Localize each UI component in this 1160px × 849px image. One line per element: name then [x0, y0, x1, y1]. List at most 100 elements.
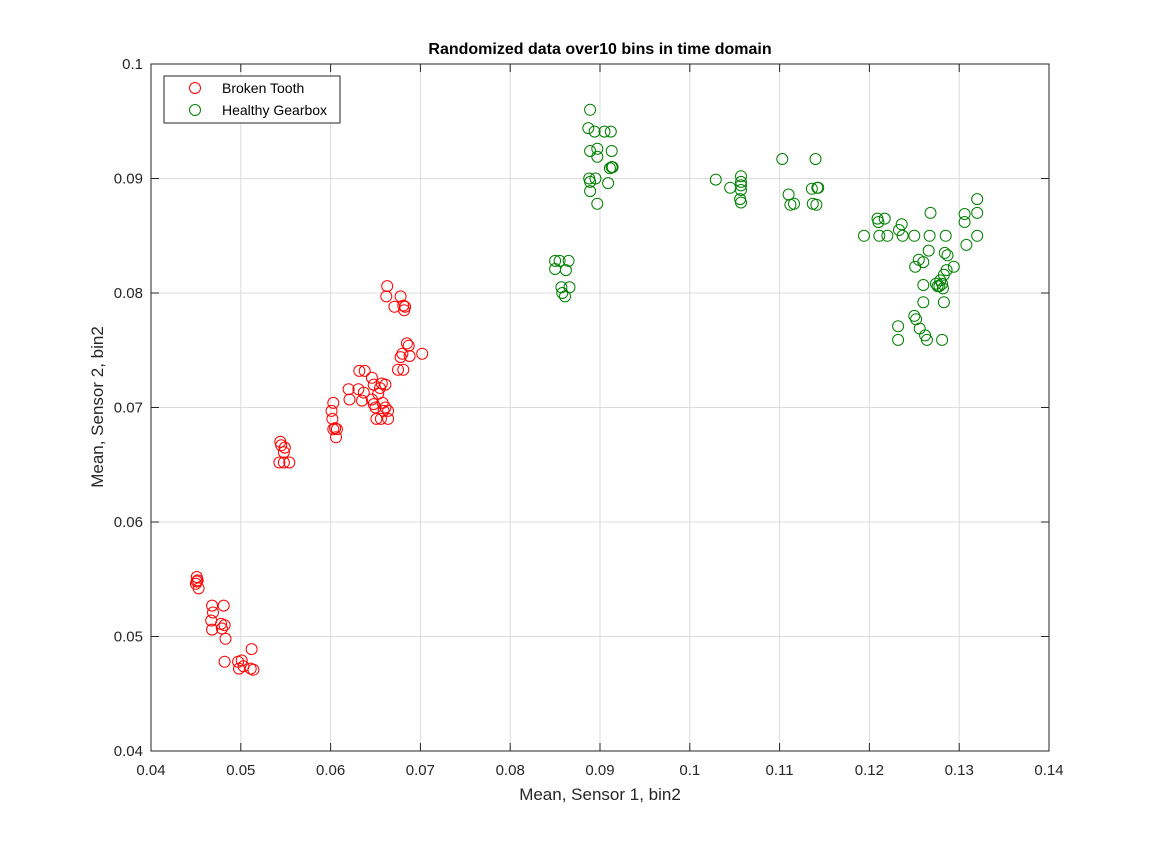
data-point	[392, 363, 404, 376]
data-point	[917, 279, 930, 291]
data-point	[735, 175, 747, 188]
data-point	[922, 244, 935, 257]
x-tick-label: 0.07	[406, 762, 435, 779]
data-point	[920, 333, 933, 346]
data-point	[278, 441, 291, 454]
data-point	[327, 396, 340, 409]
data-point	[190, 575, 203, 588]
grid	[151, 64, 1049, 751]
data-point	[380, 290, 393, 303]
data-point	[559, 264, 572, 277]
data-point	[947, 260, 960, 273]
data-point	[591, 150, 604, 163]
data-point	[588, 125, 601, 138]
data-point	[326, 412, 339, 425]
data-point	[358, 364, 371, 377]
data-point	[938, 246, 951, 259]
data-point	[207, 606, 219, 619]
data-point	[582, 122, 595, 135]
legend-marker-broken-tooth	[189, 82, 201, 94]
legend: Broken Tooth Healthy Gearbox	[163, 75, 341, 124]
data-point	[394, 290, 407, 303]
data-point	[937, 282, 949, 295]
data-point	[563, 281, 576, 294]
data-point	[399, 300, 412, 313]
data-point	[379, 378, 392, 391]
data-point	[397, 363, 410, 376]
data-point	[591, 142, 604, 155]
data-point	[895, 218, 908, 231]
y-axis-label: Mean, Sensor 2, bin2	[88, 326, 107, 488]
data-point	[776, 153, 789, 165]
data-point	[936, 333, 949, 346]
data-point	[584, 185, 597, 198]
data-point	[971, 206, 984, 219]
x-tick-label: 0.13	[945, 762, 974, 779]
data-point	[810, 198, 823, 211]
data-point	[896, 229, 909, 242]
data-point	[327, 423, 340, 436]
data-point	[374, 412, 387, 425]
data-point	[923, 229, 936, 242]
data-point	[805, 182, 818, 195]
data-point	[382, 404, 395, 417]
y-tick-label: 0.07	[114, 400, 143, 417]
data-point	[562, 254, 575, 267]
y-tick-label: 0.1	[122, 56, 143, 73]
data-point	[602, 177, 615, 190]
data-point	[235, 654, 248, 667]
data-point	[606, 161, 619, 174]
data-point	[858, 229, 870, 242]
data-point	[788, 197, 800, 210]
data-point	[917, 256, 930, 269]
data-point	[357, 386, 370, 399]
data-point	[245, 643, 258, 656]
x-tick-label: 0.09	[585, 762, 614, 779]
data-point	[342, 383, 355, 396]
data-point	[549, 254, 562, 267]
legend-label-healthy-gearbox: Healthy Gearbox	[222, 102, 327, 118]
x-tick-label: 0.11	[766, 762, 794, 779]
data-point	[275, 439, 288, 452]
data-point	[809, 153, 822, 165]
data-point	[330, 431, 342, 444]
data-point	[400, 337, 413, 350]
x-tick-label: 0.04	[136, 762, 165, 779]
data-point	[939, 229, 952, 242]
x-tick-label: 0.12	[855, 762, 884, 779]
data-point	[330, 423, 343, 436]
data-point	[206, 599, 219, 612]
y-tick-label: 0.04	[114, 743, 143, 760]
data-point	[402, 339, 415, 352]
x-tick-label: 0.05	[226, 762, 255, 779]
data-point	[273, 456, 286, 469]
data-point	[218, 655, 231, 668]
data-points	[189, 103, 984, 676]
data-point	[325, 404, 338, 417]
data-point	[941, 249, 954, 262]
data-point	[929, 277, 942, 290]
data-point	[940, 264, 953, 277]
data-point	[892, 320, 905, 333]
data-point	[917, 296, 930, 309]
data-point	[878, 212, 891, 225]
data-point	[277, 456, 290, 469]
data-point	[709, 173, 722, 186]
data-point	[329, 422, 342, 435]
data-point	[812, 181, 825, 194]
data-point	[873, 229, 886, 242]
data-point	[553, 254, 566, 267]
data-point	[971, 229, 984, 242]
data-point	[958, 216, 971, 228]
data-point	[382, 412, 395, 425]
data-point	[735, 184, 747, 196]
data-point	[598, 125, 611, 138]
data-point	[365, 371, 378, 384]
data-point	[356, 394, 368, 407]
data-point	[584, 103, 597, 116]
data-point	[381, 280, 394, 293]
data-point	[247, 663, 260, 676]
series-healthy-gearbox	[549, 103, 984, 346]
legend-label-broken-tooth: Broken Tooth	[222, 80, 304, 96]
